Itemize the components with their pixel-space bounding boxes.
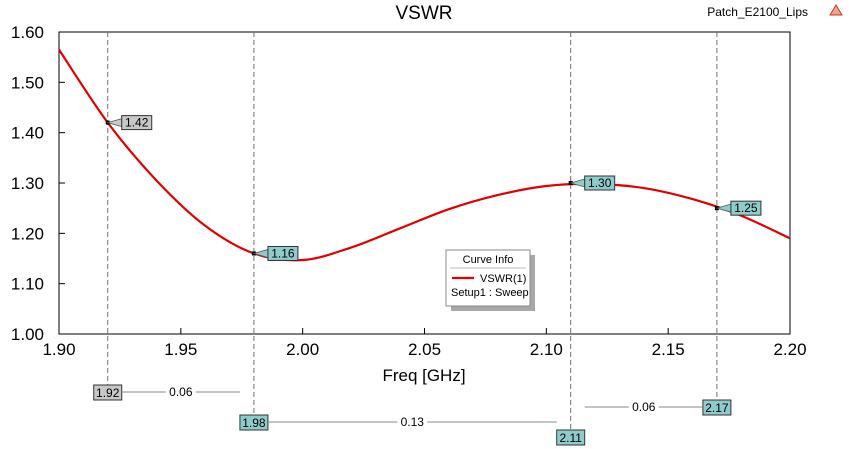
x-tick-label: 2.20: [773, 340, 806, 359]
x-tick-label: 2.15: [652, 340, 685, 359]
delta-label-bg: [397, 415, 428, 429]
x-tick-label: 2.10: [530, 340, 563, 359]
x-axis-label: Freq [GHz]: [382, 366, 465, 385]
marker-freq-box: [556, 429, 586, 446]
delta-label: 0.13: [401, 415, 425, 429]
y-tick-label: 1.30: [11, 174, 44, 193]
marker-value-label: 1.42: [125, 116, 149, 130]
y-tick-label: 1.60: [11, 23, 44, 42]
delta-label: 0.06: [632, 400, 656, 414]
marker-value-box: [584, 175, 616, 191]
marker-freq-label: 1.92: [96, 386, 120, 400]
marker-value-box: [121, 115, 153, 131]
marker-freq-label: 2.17: [705, 401, 729, 415]
delta-label-bg: [628, 400, 659, 414]
x-tick-label: 1.90: [42, 340, 75, 359]
ansys-logo-icon: [829, 4, 843, 16]
legend-title: Curve Info: [463, 254, 514, 266]
legend-entry: VSWR(1): [480, 273, 526, 285]
y-tick-label: 1.20: [11, 224, 44, 243]
marker-freq-label: 2.11: [559, 431, 582, 445]
marker-pointer: [715, 203, 732, 213]
marker-freq-label: 1.98: [242, 416, 266, 430]
delta-label-bg: [165, 385, 196, 399]
delta-label: 0.06: [169, 385, 193, 399]
x-tick-label: 2.05: [408, 340, 441, 359]
marker-pointer: [569, 178, 586, 188]
y-tick-label: 1.40: [11, 124, 44, 143]
plot-frame: [58, 31, 791, 335]
y-tick-label: 1.00: [11, 325, 44, 344]
x-tick-label: 2.00: [286, 340, 319, 359]
project-name: Patch_E2100_Lips: [707, 5, 808, 19]
marker-value-label: 1.16: [271, 246, 295, 260]
legend-subtitle: Setup1 : Sweep: [451, 287, 529, 299]
series-line-vswr: [58, 49, 791, 262]
marker-value-box: [730, 200, 762, 216]
marker-value-label: 1.30: [588, 176, 612, 190]
y-tick-label: 1.50: [11, 73, 44, 92]
y-tick-label: 1.10: [11, 275, 44, 294]
chart-title: VSWR: [396, 3, 453, 24]
marker-value-label: 1.25: [734, 201, 758, 215]
x-tick-label: 1.95: [164, 340, 197, 359]
marker-value-box: [267, 245, 299, 261]
